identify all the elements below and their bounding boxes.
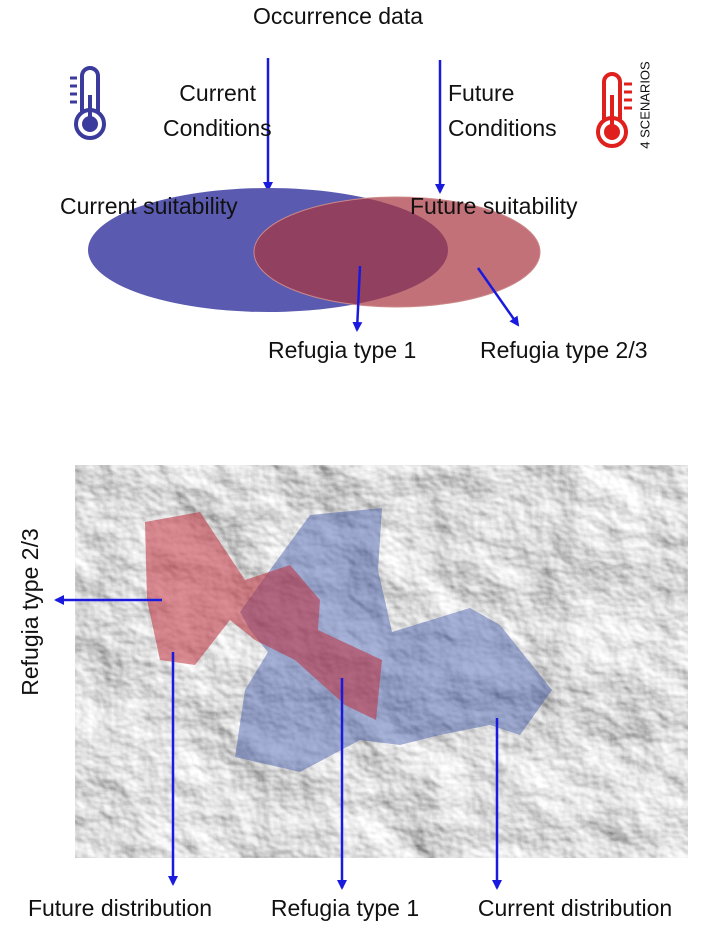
arrow — [476, 267, 520, 327]
input-label: Current — [179, 80, 256, 106]
suitability-label: Future suitability — [410, 193, 578, 219]
thermometer-future — [596, 72, 632, 148]
outcome-label: Refugia type 1 — [268, 337, 416, 363]
map-bottom-label: Current distribution — [478, 895, 672, 921]
input-label: Future — [448, 80, 514, 106]
occurrence-title: Occurrence data — [253, 3, 423, 29]
outcome-label: Refugia type 2/3 — [480, 337, 648, 363]
map-bottom-label: Refugia type 1 — [271, 895, 419, 921]
scenarios-note: 4 SCENARIOS — [637, 61, 652, 149]
input-label: Conditions — [448, 115, 557, 141]
arrow — [352, 265, 363, 332]
future-distribution — [145, 512, 382, 720]
suitability-label: Current suitability — [60, 193, 238, 219]
current-distribution — [235, 508, 552, 772]
future-ellipse — [253, 196, 541, 308]
input-label: Conditions — [163, 115, 272, 141]
thermometer-current — [70, 66, 106, 140]
map-bottom-label: Future distribution — [28, 895, 212, 921]
map-side-label: Refugia type 2/3 — [17, 528, 43, 696]
